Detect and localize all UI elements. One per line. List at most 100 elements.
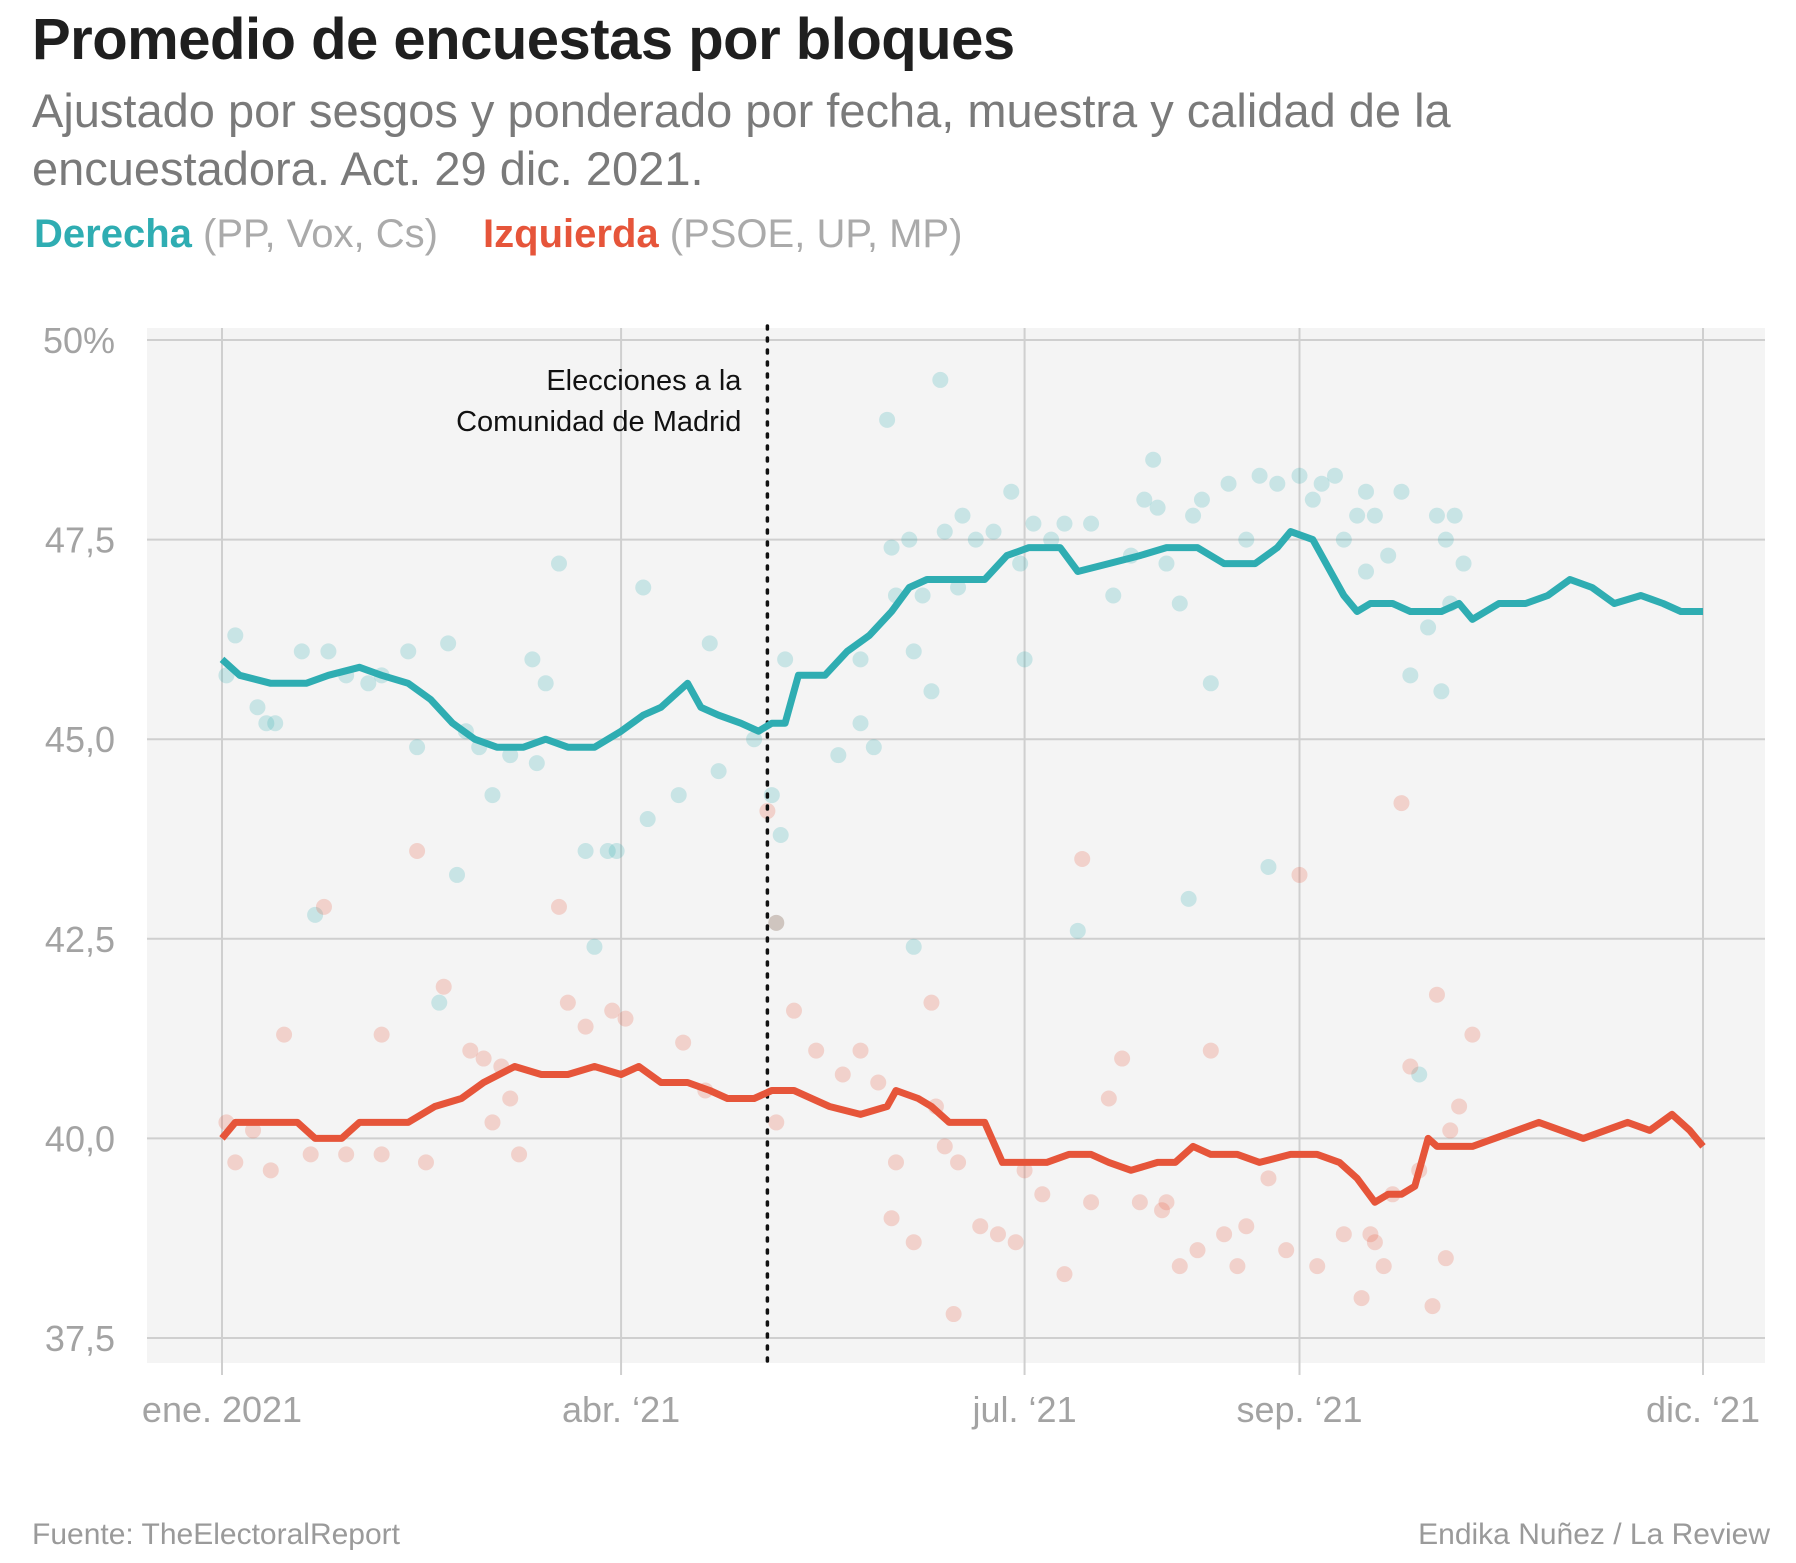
poll-point: [227, 1154, 244, 1171]
poll-point: [1185, 507, 1202, 524]
poll-points: [218, 371, 1481, 1323]
poll-point: [1154, 1202, 1171, 1219]
poll-point: [502, 747, 519, 764]
poll-point: [905, 938, 922, 955]
poll-point: [262, 1162, 279, 1179]
poll-point: [258, 715, 275, 732]
poll-point: [475, 1050, 492, 1067]
poll-point: [586, 938, 603, 955]
legend: Derecha (PP, Vox, Cs) Izquierda (PSOE, U…: [34, 212, 996, 257]
poll-point: [293, 643, 310, 660]
poll-point: [1171, 1258, 1188, 1275]
poll-point: [484, 787, 501, 804]
poll-point: [1025, 515, 1042, 532]
gridlines: [147, 328, 1765, 1375]
y-tick-label: 37,5: [45, 1318, 115, 1359]
poll-point: [373, 1026, 390, 1043]
poll-point: [923, 683, 940, 700]
legend-series-name: Izquierda: [483, 212, 659, 256]
poll-point: [967, 531, 984, 548]
poll-point: [905, 1234, 922, 1251]
poll-point: [1114, 1050, 1131, 1067]
poll-point: [307, 906, 324, 923]
x-tick-label: sep. ‘21: [1236, 1389, 1362, 1430]
poll-point: [276, 1026, 293, 1043]
chart-title: Promedio de encuestas por bloques: [32, 7, 1015, 72]
poll-point: [249, 699, 266, 716]
x-tick-label: abr. ‘21: [562, 1389, 680, 1430]
poll-point: [599, 842, 616, 859]
poll-point: [502, 1090, 519, 1107]
plot-background: [147, 328, 1765, 1363]
poll-point: [360, 675, 377, 692]
poll-point: [1464, 1026, 1481, 1043]
poll-point: [1313, 475, 1330, 492]
legend-item-derecha: Derecha (PP, Vox, Cs): [34, 212, 449, 256]
poll-point: [879, 411, 896, 428]
poll-point: [373, 1146, 390, 1163]
poll-point: [431, 994, 448, 1011]
poll-point: [1278, 1242, 1295, 1259]
poll-point: [1003, 483, 1020, 500]
poll-point: [768, 914, 785, 931]
poll-point: [808, 1042, 825, 1059]
poll-point: [852, 715, 869, 732]
legend-series-detail: (PP, Vox, Cs): [203, 212, 438, 256]
poll-point: [1358, 483, 1375, 500]
poll-point: [639, 811, 656, 828]
poll-point: [768, 1114, 785, 1131]
poll-point: [1034, 1186, 1051, 1203]
poll-point: [852, 651, 869, 668]
poll-point: [1238, 531, 1255, 548]
poll-point: [417, 1154, 434, 1171]
poll-point: [1375, 1258, 1392, 1275]
poll-point: [267, 715, 284, 732]
poll-point: [1260, 858, 1277, 875]
poll-point: [746, 731, 763, 748]
chart-subtitle: Ajustado por sesgos y ponderado por fech…: [32, 84, 1451, 195]
x-tick-label: ene. 2021: [142, 1389, 302, 1430]
y-axis: 50% 47,5 45,0 42,5 40,0 37,5: [43, 320, 115, 1359]
poll-point: [245, 1122, 262, 1139]
poll-point: [1446, 507, 1463, 524]
poll-point: [1291, 866, 1308, 883]
poll-point: [1402, 1058, 1419, 1075]
poll-point: [635, 579, 652, 596]
poll-point: [1428, 986, 1445, 1003]
poll-point: [462, 1042, 479, 1059]
poll-point: [932, 371, 949, 388]
poll-point: [1442, 1122, 1459, 1139]
poll-point: [1145, 451, 1162, 468]
poll-point: [777, 651, 794, 668]
poll-point: [1083, 1194, 1100, 1211]
y-tick-label: 50%: [43, 320, 115, 361]
author-credit: Endika Nuñez / La Review: [1418, 1518, 1770, 1551]
poll-point: [1402, 667, 1419, 684]
poll-point: [1083, 515, 1100, 532]
poll-point: [484, 1114, 501, 1131]
poll-point: [883, 539, 900, 556]
poll-point: [528, 755, 545, 772]
poll-point: [1105, 587, 1122, 604]
madrid-election-annotation: Elecciones a la Comunidad de Madrid: [456, 324, 770, 1365]
poll-point: [1171, 595, 1188, 612]
poll-point: [1016, 1162, 1033, 1179]
poll-point: [550, 555, 567, 572]
poll-average-chart: 50% 47,5 45,0 42,5 40,0 37,5 ene. 2021 abr. ‘2…: [43, 320, 1765, 1430]
poll-point: [1358, 563, 1375, 580]
poll-point: [1393, 795, 1410, 812]
poll-point: [901, 531, 918, 548]
poll-point: [1136, 491, 1153, 508]
poll-point: [670, 787, 687, 804]
legend-series-detail: (PSOE, UP, MP): [669, 212, 963, 256]
poll-point: [1238, 1218, 1255, 1235]
poll-point: [1012, 555, 1029, 572]
poll-point: [338, 1146, 355, 1163]
poll-point: [1349, 507, 1366, 524]
poll-point: [905, 643, 922, 660]
poll-point: [608, 842, 625, 859]
poll-point: [950, 579, 967, 596]
poll-point: [302, 1146, 319, 1163]
trend-line-derecha: [219, 528, 1703, 751]
poll-point: [577, 842, 594, 859]
